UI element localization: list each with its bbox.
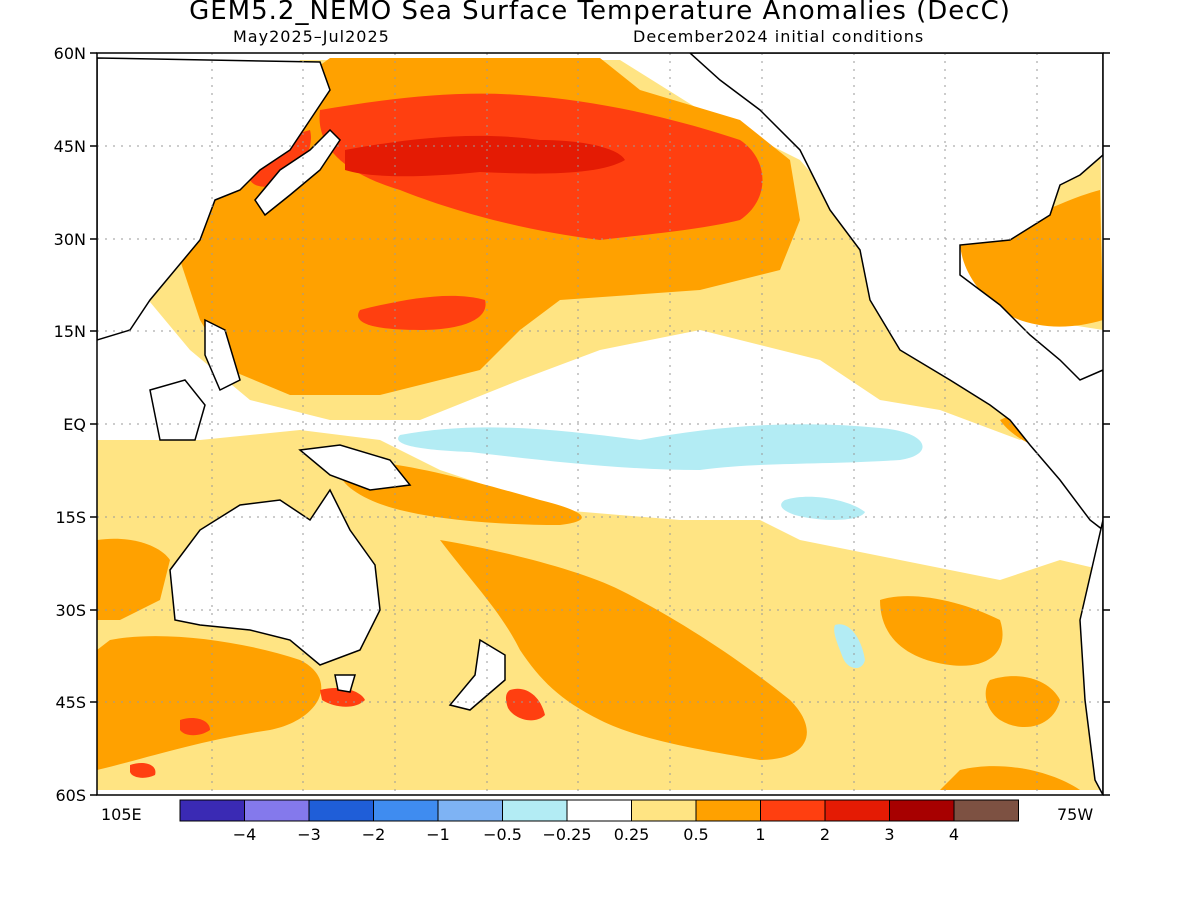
land-masses (97, 53, 1103, 795)
landmass-philippines (204, 318, 241, 392)
lat-label: EQ (63, 415, 86, 434)
lat-ticks (90, 52, 1110, 796)
colorbar-label: −2 (362, 825, 386, 844)
colorbar-label: 4 (949, 825, 959, 844)
lat-label: 15S (55, 508, 86, 527)
lat-label: 60S (55, 786, 86, 805)
colorbar-swatch (308, 799, 374, 822)
lat-labels: 60N 45N 30N 15N EQ 15S 30S 45S 60S (54, 44, 86, 805)
colorbar-swatch (373, 799, 439, 822)
colorbar-label: −3 (297, 825, 321, 844)
colorbar-label: −1 (426, 825, 450, 844)
initial-conditions: December2024 initial conditions (633, 27, 925, 46)
map-title: GEM5.2_NEMO Sea Surface Temperature Anom… (189, 0, 1011, 26)
anomaly-region-red (249, 130, 311, 187)
anomaly-region-cyan (834, 624, 865, 669)
landmass-australia (169, 488, 381, 666)
lat-label: 15N (54, 322, 86, 341)
lon-label-right: 75W (1057, 805, 1093, 824)
landmass-japan (254, 128, 341, 217)
colorbar-label: 3 (884, 825, 894, 844)
lat-label: 30N (54, 230, 86, 249)
forecast-period: May2025–Jul2025 (233, 27, 390, 46)
colorbar-swatch (889, 799, 955, 822)
colorbar-swatch (824, 799, 890, 822)
landmass-north-america (688, 53, 1103, 531)
colorbar-swatch (179, 799, 245, 822)
landmass-asia (97, 57, 331, 341)
colorbar-swatch (695, 799, 761, 822)
anomaly-field (97, 53, 1103, 795)
anomaly-region-red (180, 718, 210, 736)
colorbar-swatch (502, 799, 568, 822)
lat-label: 30S (55, 601, 86, 620)
landmass-new-zealand (448, 638, 506, 711)
colorbar-swatch (760, 799, 826, 822)
colorbar-swatch (631, 799, 697, 822)
anomaly-region-orange (940, 766, 1080, 790)
anomaly-region-orange (960, 190, 1103, 327)
colorbar-label: 0.25 (614, 825, 650, 844)
landmass-tasmania (334, 674, 357, 693)
anomaly-region-cyan (398, 424, 923, 470)
anomaly-region-cyan (781, 496, 865, 520)
lat-label: 60N (54, 44, 86, 63)
lat-label: 45N (54, 137, 86, 156)
anomaly-region-red (130, 763, 156, 778)
colorbar-label: −0.25 (542, 825, 591, 844)
landmass-new-guinea (298, 444, 412, 491)
colorbar-swatch (244, 799, 310, 822)
landmass-south-america (1079, 519, 1103, 795)
colorbar-swatch (566, 799, 632, 822)
anomaly-region-orange (440, 540, 807, 760)
colorbar-label: 0.5 (683, 825, 708, 844)
anomaly-region-red (505, 688, 545, 721)
colorbar-swatch (437, 799, 503, 822)
colorbar-label: −4 (233, 825, 257, 844)
lon-label-left: 105E (101, 805, 142, 824)
anomaly-region-orange (97, 636, 322, 770)
landmass-borneo (149, 379, 206, 441)
colorbar: −4 −3 −2 −1 −0.5 −0.25 0.25 0.5 1 2 3 4 (179, 799, 1019, 844)
anomaly-region-red (358, 295, 486, 330)
anomaly-region-orange (97, 538, 170, 620)
colorbar-label: −0.5 (483, 825, 522, 844)
anomaly-region-orange (985, 676, 1060, 728)
colorbar-label: 2 (820, 825, 830, 844)
lat-label: 45S (55, 693, 86, 712)
anomaly-region-orange (880, 596, 1003, 666)
colorbar-swatch (953, 799, 1019, 822)
colorbar-label: 1 (755, 825, 765, 844)
